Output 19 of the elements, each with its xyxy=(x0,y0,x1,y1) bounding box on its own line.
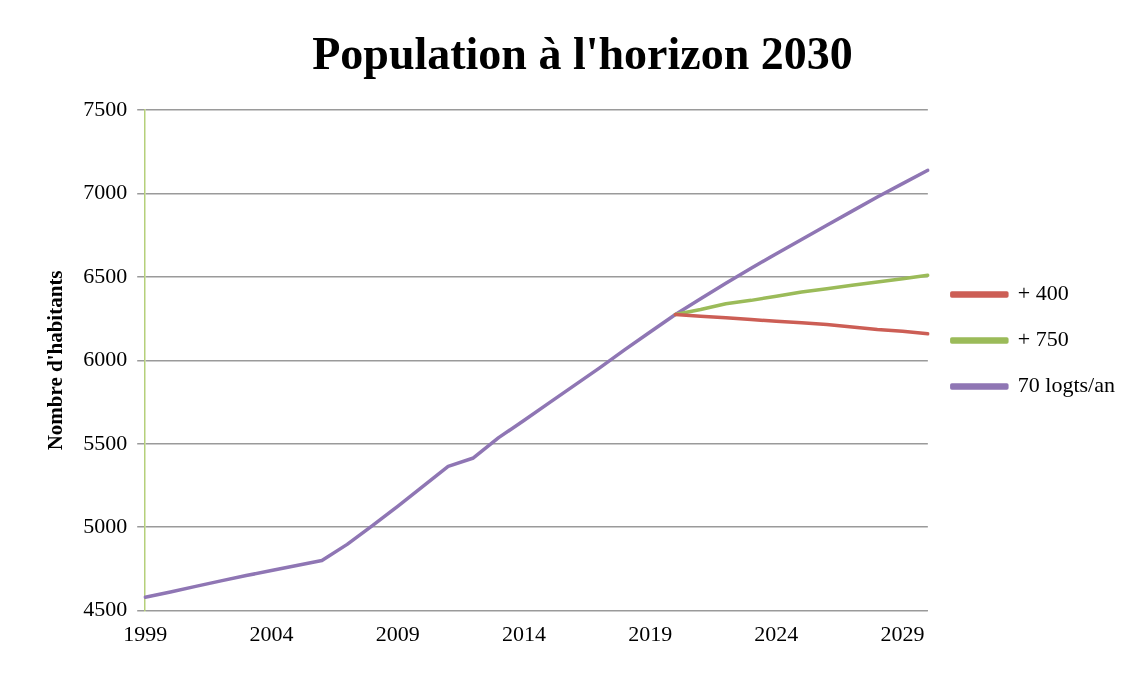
y-axis-title: Nombre d'habitants xyxy=(43,270,68,451)
chart-title: Population à l'horizon 2030 xyxy=(312,28,853,80)
y-tick-label: 6500 xyxy=(83,262,128,288)
x-tick-label: 2029 xyxy=(880,620,925,646)
legend-label: + 400 xyxy=(1017,280,1069,306)
x-tick-label: 2014 xyxy=(501,620,546,646)
y-tick-label: 7000 xyxy=(83,179,128,205)
x-tick-label: 2024 xyxy=(754,620,799,646)
y-tick-label: 6000 xyxy=(83,346,128,372)
x-tick-label: 2004 xyxy=(249,620,294,646)
y-tick-label: 4500 xyxy=(83,596,128,622)
legend-label: 70 logts/an xyxy=(1017,372,1116,398)
y-tick-label: 7500 xyxy=(83,95,128,121)
legend-label: + 750 xyxy=(1017,326,1069,352)
x-tick-label: 2019 xyxy=(628,620,673,646)
x-tick-label: 2009 xyxy=(375,620,420,646)
x-tick-label: 1999 xyxy=(123,620,168,646)
y-tick-label: 5500 xyxy=(83,429,128,455)
y-tick-label: 5000 xyxy=(83,512,128,538)
